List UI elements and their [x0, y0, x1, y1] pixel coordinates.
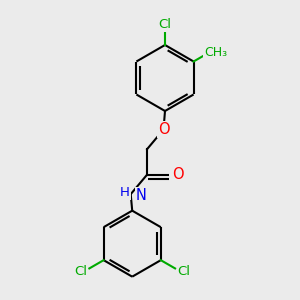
Text: Cl: Cl [158, 18, 172, 31]
Text: O: O [172, 167, 184, 182]
Text: N: N [136, 188, 147, 203]
Text: Cl: Cl [74, 265, 87, 278]
Text: CH₃: CH₃ [204, 46, 227, 59]
Text: O: O [158, 122, 169, 137]
Text: H: H [120, 186, 130, 199]
Text: Cl: Cl [178, 265, 190, 278]
